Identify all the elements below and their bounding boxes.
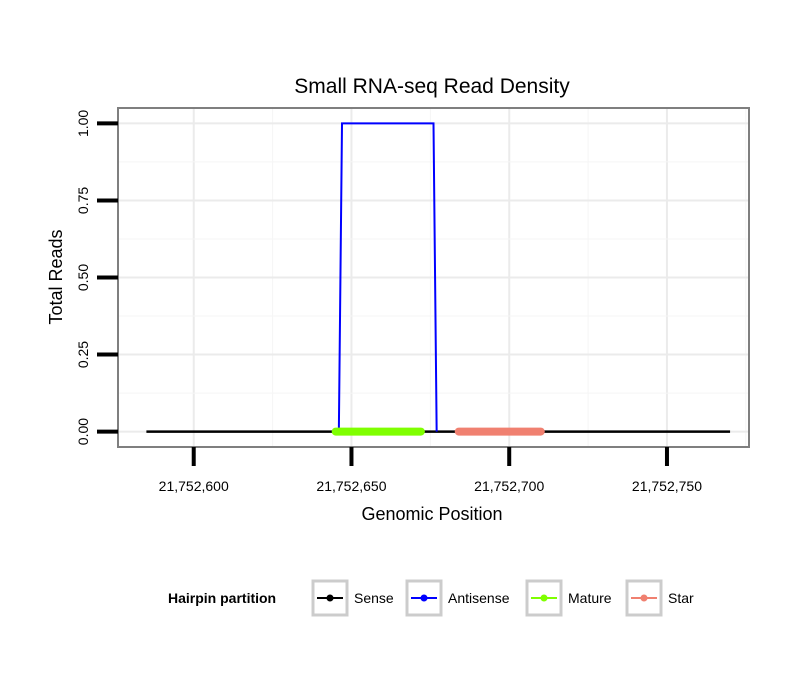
series-layer — [146, 122, 731, 436]
y-tick-label: 1.00 — [75, 110, 91, 137]
x-tick-label: 21,752,650 — [316, 478, 386, 494]
legend-item-star: Star — [625, 579, 694, 617]
series-line-antisense — [337, 122, 438, 432]
legend: Hairpin partition Sense Antisense Mature St… — [168, 579, 694, 617]
y-axis: 0.00 0.25 0.50 0.75 1.00 — [75, 110, 118, 445]
x-axis: 21,752,600 21,752,650 21,752,700 21,752,750 — [159, 447, 702, 494]
legend-item-mature: Mature — [525, 579, 612, 617]
chart-title: Small RNA-seq Read Density — [294, 75, 570, 98]
legend-key-point — [640, 594, 648, 602]
x-tick-label: 21,752,600 — [159, 478, 229, 494]
y-axis-label: Total Reads — [46, 229, 66, 324]
legend-key-point — [420, 594, 428, 602]
plot-panel — [117, 107, 750, 448]
legend-label: Sense — [354, 590, 394, 606]
legend-label: Antisense — [448, 590, 510, 606]
legend-item-antisense: Antisense — [405, 579, 510, 617]
x-tick-label: 21,752,700 — [474, 478, 544, 494]
y-tick-label: 0.50 — [75, 264, 91, 291]
x-tick-label: 21,752,750 — [632, 478, 702, 494]
legend-label: Mature — [568, 590, 612, 606]
y-tick-label: 0.25 — [75, 341, 91, 368]
y-tick-label: 0.75 — [75, 187, 91, 214]
legend-label: Star — [668, 590, 694, 606]
legend-key-point — [540, 594, 548, 602]
legend-key-point — [326, 594, 334, 602]
legend-title: Hairpin partition — [168, 590, 276, 606]
legend-item-sense: Sense — [311, 579, 394, 617]
x-axis-label: Genomic Position — [361, 504, 502, 524]
y-tick-label: 0.00 — [75, 418, 91, 445]
